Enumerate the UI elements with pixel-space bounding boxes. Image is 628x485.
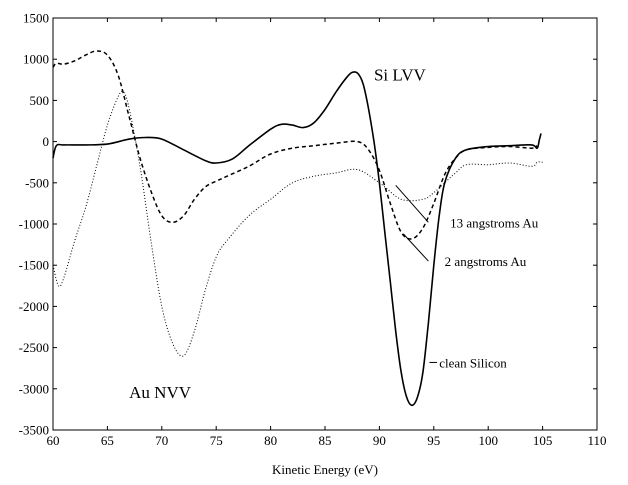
x-tick-label: 75: [210, 433, 223, 448]
y-tick-label: -2500: [19, 340, 49, 355]
x-tick-label: 70: [155, 433, 168, 448]
y-tick-label: -2000: [19, 299, 49, 314]
leader-line-1: [402, 233, 429, 262]
series-line-0: [52, 71, 542, 407]
x-tick-label: 110: [587, 433, 606, 448]
annotation-1: Au NVV: [129, 383, 192, 402]
x-tick-label: 65: [101, 433, 114, 448]
x-tick-label: 105: [533, 433, 553, 448]
y-tick-label: -3500: [19, 423, 49, 438]
y-tick-label: 1500: [23, 11, 49, 26]
x-axis-label: Kinetic Energy (eV): [272, 462, 378, 477]
y-tick-label: -1500: [19, 258, 49, 273]
leader-line-0: [395, 184, 429, 223]
y-tick-label: -500: [25, 175, 49, 190]
x-tick-label: 85: [319, 433, 332, 448]
y-tick-label: -3000: [19, 381, 49, 396]
annotation-3: 2 angstroms Au: [445, 254, 527, 269]
annotation-0: Si LVV: [374, 66, 427, 85]
x-tick-label: 80: [264, 433, 277, 448]
y-tick-label: 500: [30, 93, 50, 108]
y-tick-label: 1000: [23, 52, 49, 67]
y-tick-label: -1000: [19, 217, 49, 232]
y-tick-label: 0: [43, 134, 50, 149]
annotation-4: clean Silicon: [439, 355, 507, 370]
annotation-2: 13 angstroms Au: [450, 215, 539, 230]
x-tick-label: 95: [427, 433, 440, 448]
x-tick-label: 100: [478, 433, 498, 448]
axis-ticks: 60 65 70 75 80 85 90 95 100 105 110 1500 1000 500 0 -50…: [19, 11, 607, 449]
series-line-1: [52, 50, 538, 240]
x-tick-label: 60: [47, 433, 60, 448]
series-layer: [52, 50, 543, 407]
x-tick-label: 90: [373, 433, 386, 448]
annotation-layer: Si LVV Au NVV 13 angstroms Au 2 angstroms A…: [129, 66, 539, 402]
leader-layer: [395, 184, 438, 363]
